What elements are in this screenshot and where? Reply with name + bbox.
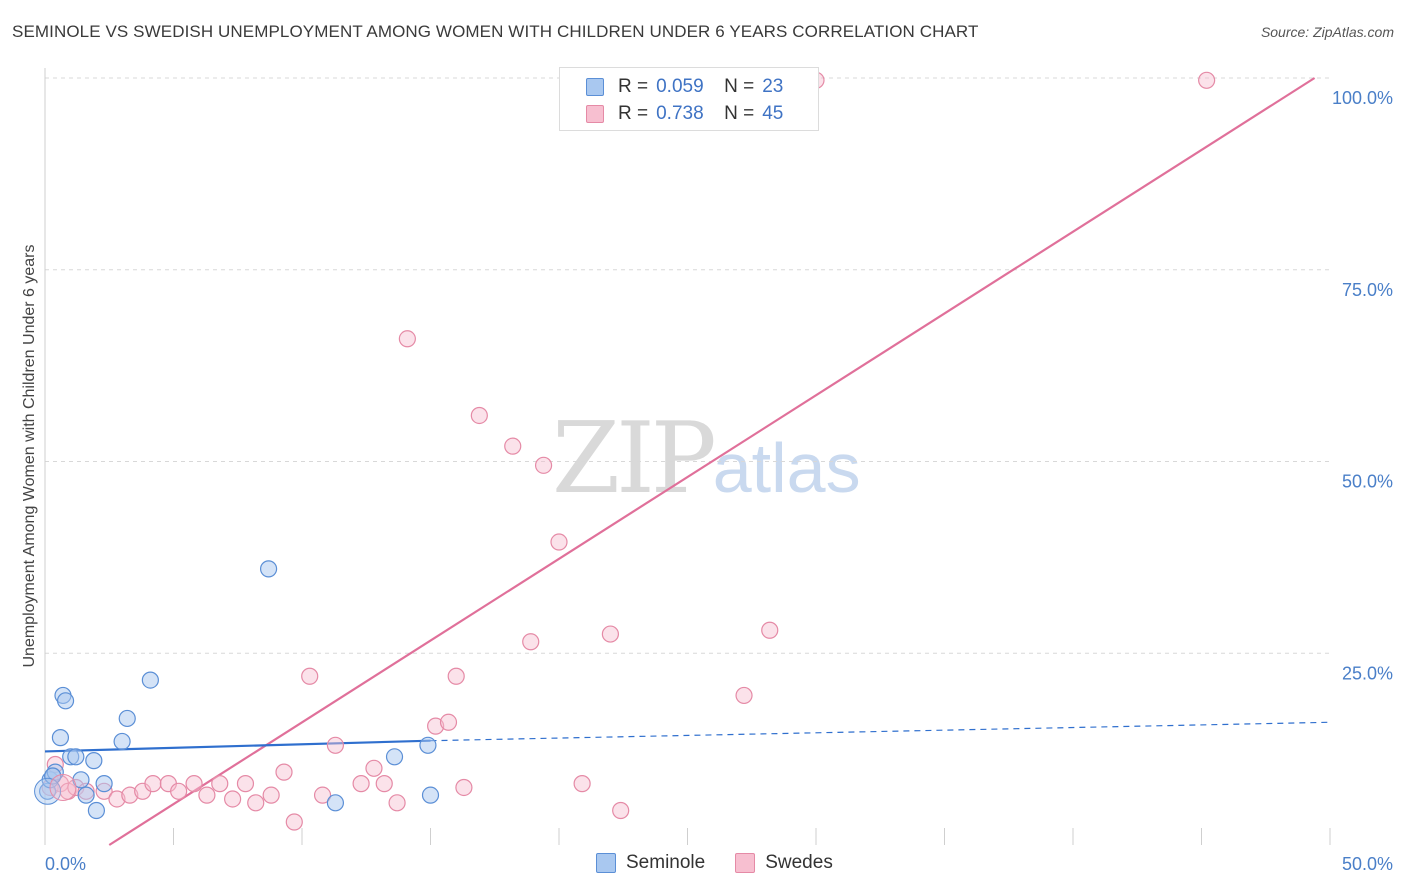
swedes-swatch — [586, 105, 604, 123]
swedes-point — [170, 782, 188, 800]
correlation-legend: R = 0.059 N = 23 R = 0.738 N = 45 — [559, 67, 819, 131]
swedes-point — [761, 621, 779, 639]
swedes-point — [573, 775, 591, 793]
legend-label-swedes: Swedes — [765, 852, 833, 873]
swedes-point — [198, 786, 216, 804]
x-tick-label: 50.0% — [1342, 854, 1393, 874]
seminole-point — [118, 709, 136, 728]
n-value: 45 — [762, 103, 784, 124]
seminole-swatch — [586, 78, 604, 96]
seminole-point — [67, 748, 85, 766]
seminole-point — [56, 692, 75, 710]
swedes-point — [49, 773, 77, 801]
swedes-point — [504, 437, 522, 455]
swedes-point — [439, 713, 458, 731]
swedes-point — [262, 786, 280, 804]
swedes-point — [313, 786, 332, 804]
r-value: 0.059 — [656, 76, 704, 97]
y-axis-label: Unemployment Among Women with Children U… — [21, 244, 38, 667]
axes — [44, 68, 1331, 845]
swedes-point — [144, 775, 162, 793]
swedes-point — [301, 667, 319, 685]
legend-label-seminole: Seminole — [626, 852, 706, 873]
seminole-point — [419, 736, 437, 754]
seminole-point — [113, 732, 131, 751]
swedes-point — [427, 717, 445, 735]
swedes-point — [352, 775, 370, 793]
source-label: Source: ZipAtlas.com — [1260, 24, 1394, 40]
seminole-swatch — [596, 853, 616, 873]
tick-labels: 25.0% 50.0% 75.0% 100.0% 0.0% 50.0% — [45, 88, 1393, 874]
chart-title: SEMINOLE VS SWEDISH UNEMPLOYMENT AMONG W… — [12, 22, 979, 41]
y-tick-label: 75.0% — [1342, 280, 1393, 300]
swedes-trend-line — [108, 77, 1316, 846]
legend-row-seminole: R = 0.059 N = 23 — [586, 75, 783, 99]
swedes-point — [185, 775, 203, 793]
seminole-point — [77, 786, 95, 804]
swedes-point — [375, 775, 393, 793]
swedes-point — [224, 790, 242, 808]
swedes-point — [388, 794, 406, 812]
legend-item-swedes: Swedes — [735, 852, 833, 874]
seminole-point — [421, 786, 440, 804]
swedes-point — [236, 775, 255, 793]
swedes-point — [612, 801, 630, 820]
legend-item-seminole: Seminole — [596, 852, 705, 874]
seminole-trend-extension — [430, 721, 1331, 742]
swedes-point — [470, 406, 488, 425]
n-value: 23 — [762, 76, 784, 97]
swedes-point — [601, 625, 620, 643]
trend-lines — [44, 77, 1331, 846]
seminole-point — [34, 777, 62, 805]
swedes-point — [534, 456, 553, 474]
swedes-point — [275, 763, 293, 781]
swedes-point — [455, 778, 473, 797]
seminole-point — [85, 752, 103, 770]
seminole-point — [95, 775, 113, 793]
swedes-point — [285, 813, 303, 831]
watermark-zip: ZIP — [552, 402, 717, 516]
swedes-point — [1198, 71, 1216, 89]
swedes-point — [108, 790, 126, 808]
swedes-point — [522, 633, 540, 651]
r-label: R = — [618, 103, 649, 124]
series-legend: Seminole Swedes — [596, 852, 863, 874]
x-tick-label: 0.0% — [45, 854, 86, 874]
seminole-point — [44, 767, 62, 785]
r-label: R = — [618, 76, 649, 97]
swedes-point — [326, 736, 345, 754]
y-tick-label: 50.0% — [1342, 472, 1393, 492]
swedes-point — [447, 667, 465, 685]
seminole-point — [141, 671, 159, 689]
seminole-point — [51, 729, 70, 747]
n-label: N = — [724, 76, 755, 97]
swedes-point — [735, 686, 753, 705]
seminole-point — [385, 748, 404, 766]
seminole-point — [259, 560, 278, 578]
seminole-point — [87, 801, 106, 820]
seminole-point — [326, 794, 345, 812]
seminole-trend-line — [44, 739, 431, 753]
swedes-point — [121, 786, 139, 804]
swedes-point — [398, 330, 416, 348]
swedes-point — [365, 759, 383, 777]
grid-lines — [45, 77, 1330, 654]
swedes-point — [211, 775, 229, 793]
data-points — [34, 71, 1216, 831]
r-value: 0.738 — [656, 103, 704, 124]
swedes-swatch — [735, 853, 756, 873]
watermark-atlas: atlas — [712, 429, 861, 507]
y-tick-label: 100.0% — [1332, 88, 1393, 108]
watermark: ZIPatlas — [552, 402, 861, 516]
swedes-point — [247, 794, 265, 812]
swedes-point — [550, 533, 568, 551]
y-tick-label: 25.0% — [1342, 663, 1393, 683]
legend-row-swedes: R = 0.738 N = 45 — [586, 102, 783, 126]
n-label: N = — [724, 103, 755, 124]
